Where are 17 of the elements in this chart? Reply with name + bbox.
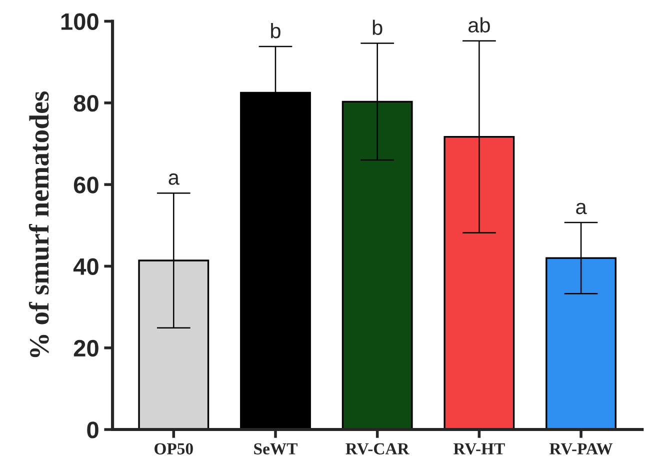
y-tick-label: 20 bbox=[74, 340, 98, 357]
y-tick-label: 80 bbox=[74, 94, 98, 112]
x-tick-label: RV-PAW bbox=[550, 443, 613, 455]
x-tick-label: OP50 bbox=[154, 443, 193, 454]
x-tick-label: SeWT bbox=[254, 443, 298, 455]
y-tick-label: 60 bbox=[74, 176, 98, 194]
annotation: a bbox=[576, 202, 587, 214]
y-axis-title: % of smurf nematodes bbox=[28, 91, 49, 358]
x-tick-label: RV-CAR bbox=[346, 443, 410, 455]
y-tick-label: 0 bbox=[87, 422, 98, 438]
y-tick-label: 100 bbox=[61, 13, 98, 30]
x-tick-label: RV-HT bbox=[454, 443, 505, 455]
annotation: ab bbox=[468, 17, 490, 33]
annotation: a bbox=[168, 173, 180, 185]
annotation: b bbox=[372, 20, 382, 36]
annotation: b bbox=[271, 22, 280, 38]
y-tick-label: 40 bbox=[73, 258, 98, 275]
